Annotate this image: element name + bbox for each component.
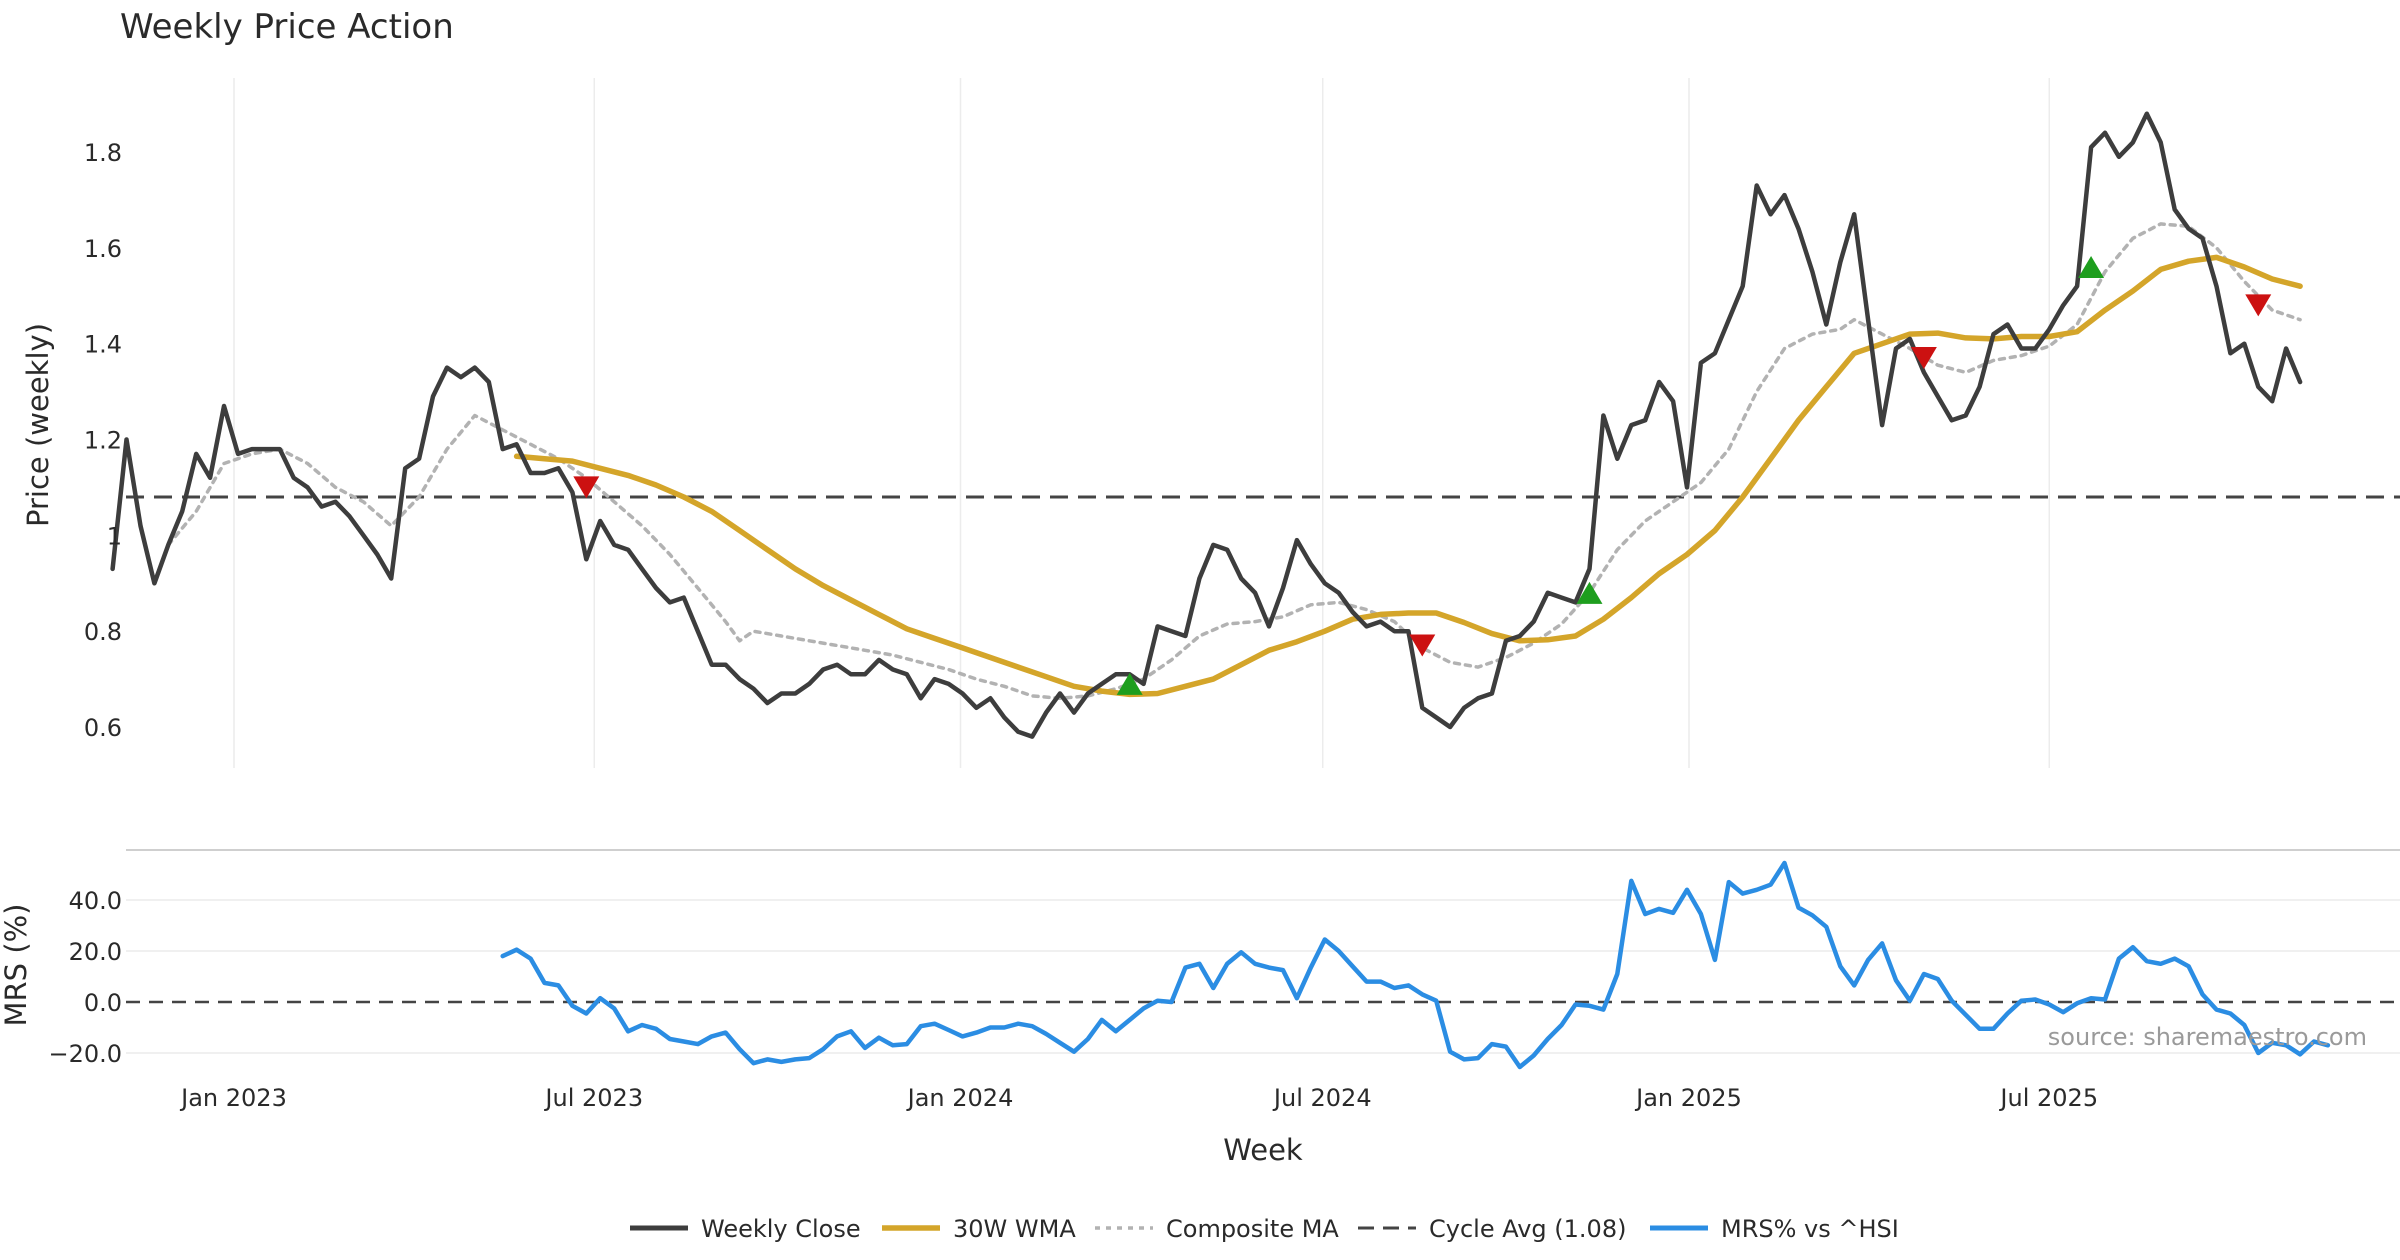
sell-signal-marker (1910, 347, 1937, 370)
legend-30w-wma-label: 30W WMA (953, 1215, 1076, 1243)
buy-signal-marker (1576, 581, 1603, 604)
mrs-y-tick-label: 0.0 (84, 989, 122, 1017)
composite-ma-line (166, 222, 2302, 701)
x-tick-label: Jul 2025 (1998, 1084, 2098, 1112)
sell-signal-marker (573, 476, 600, 499)
price-y-axis-label: Price (weekly) (21, 323, 55, 527)
x-ticks: Jan 2023 Jul 2023 Jan 2024 Jul 2024 Jan 2025… (179, 1084, 2098, 1112)
buy-signal-marker (2078, 256, 2105, 278)
x-tick-label: Jan 2024 (906, 1084, 1014, 1112)
signal-markers (573, 256, 2272, 695)
legend-cycle-avg-label: Cycle Avg (1.08) (1429, 1215, 1626, 1243)
x-tick-label: Jan 2025 (1634, 1084, 1742, 1112)
price-y-tick-label: 0.8 (84, 618, 122, 646)
price-y-tick-label: 1.4 (84, 331, 122, 359)
mrs-series (126, 860, 2400, 1070)
x-tick-label: Jul 2024 (1272, 1084, 1372, 1112)
sell-signal-marker (2245, 294, 2272, 317)
mrs-y-tick-label: 40.0 (69, 887, 122, 915)
x-tick-label: Jul 2023 (543, 1084, 643, 1112)
price-y-tick-label: 0.6 (84, 714, 122, 742)
buy-signal-marker (1116, 672, 1143, 695)
wma-30w-line (513, 254, 2303, 698)
x-tick-label: Jan 2023 (179, 1084, 287, 1112)
legend: Weekly Close 30W WMA Composite MA Cycle Avg… (630, 1215, 1899, 1243)
price-y-tick-label: 1.8 (84, 139, 122, 167)
price-y-tick-label: 1.6 (84, 235, 122, 263)
legend-mrs-label: MRS% vs ^HSI (1721, 1215, 1899, 1243)
price-y-ticks: 0.6 0.8 1 1.2 1.4 1.6 1.8 (84, 139, 122, 742)
legend-weekly-close-label: Weekly Close (701, 1215, 861, 1243)
mrs-y-axis-label: MRS (%) (0, 904, 33, 1027)
x-axis-label: Week (1223, 1133, 1303, 1167)
weekly-close-line (110, 111, 2303, 739)
chart-title: Weekly Price Action (120, 7, 454, 47)
mrs-y-ticks: −20.0 0.0 20.0 40.0 (48, 887, 122, 1068)
source-note: source: sharemaestro.com (2048, 1023, 2367, 1051)
mrs-line (500, 860, 2331, 1070)
price-y-tick-label: 1.2 (84, 427, 122, 455)
price-gridlines (233, 78, 2051, 768)
price-y-tick-label: 1 (107, 522, 122, 550)
mrs-gridlines (126, 899, 2400, 1054)
legend-composite-ma-label: Composite MA (1166, 1215, 1339, 1243)
price-series (110, 111, 2400, 739)
mrs-y-tick-label: −20.0 (48, 1040, 122, 1068)
mrs-y-tick-label: 20.0 (69, 938, 122, 966)
sell-signal-marker (1409, 634, 1436, 657)
